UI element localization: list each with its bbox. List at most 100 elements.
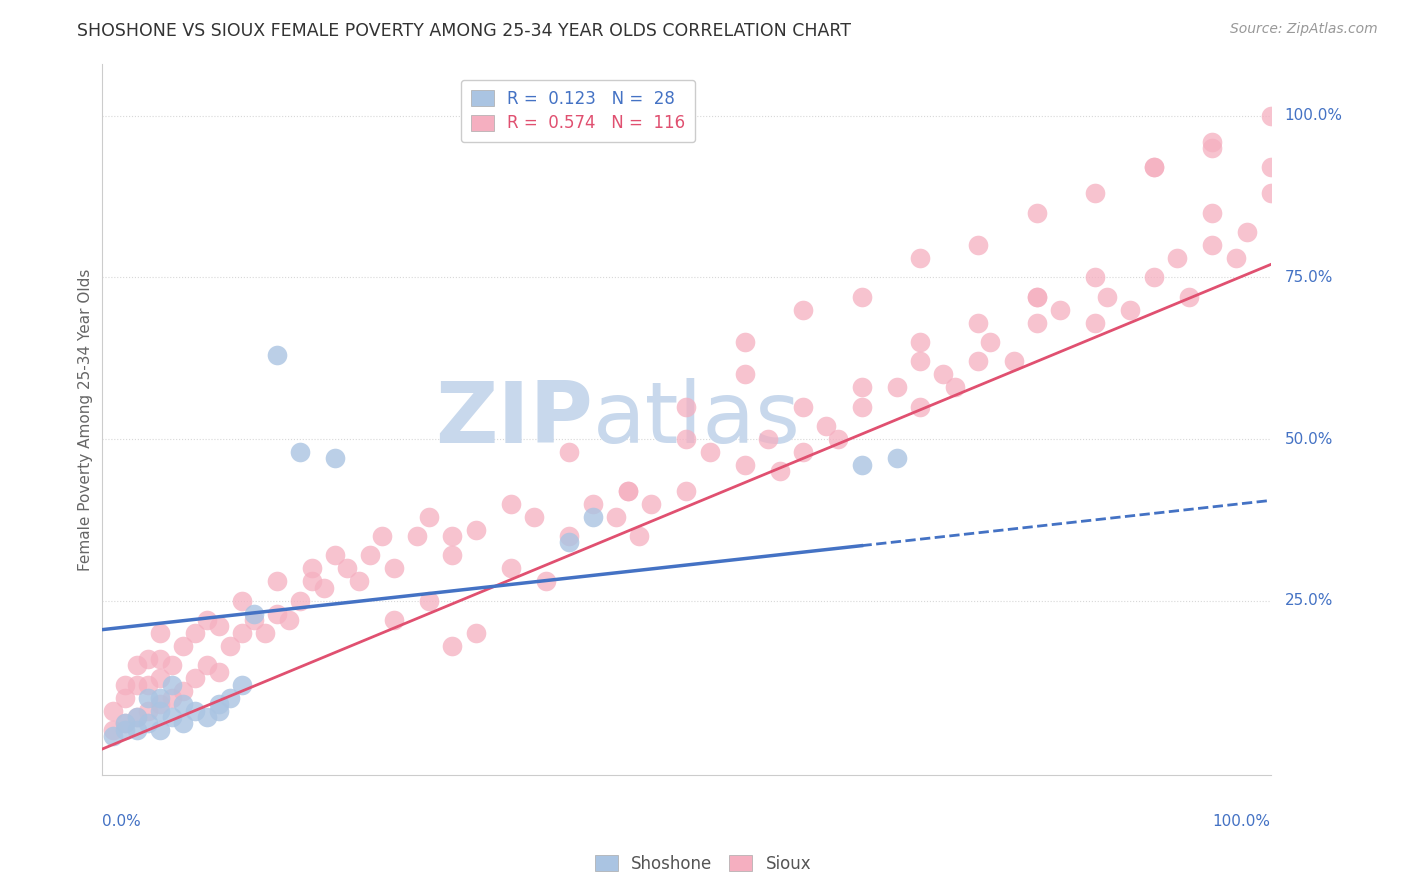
Point — [125, 678, 148, 692]
Point — [149, 697, 172, 711]
Point — [290, 445, 312, 459]
Point — [851, 290, 873, 304]
Point — [138, 704, 160, 718]
Legend: R =  0.123   N =  28, R =  0.574   N =  116: R = 0.123 N = 28, R = 0.574 N = 116 — [461, 79, 696, 142]
Point — [149, 652, 172, 666]
Point — [1025, 290, 1047, 304]
Point — [675, 483, 697, 498]
Text: 100.0%: 100.0% — [1213, 814, 1271, 830]
Point — [675, 400, 697, 414]
Point — [908, 354, 931, 368]
Point — [908, 400, 931, 414]
Point — [1201, 141, 1223, 155]
Point — [1260, 161, 1282, 175]
Text: 50.0%: 50.0% — [1285, 432, 1333, 447]
Point — [441, 529, 464, 543]
Point — [103, 704, 125, 718]
Point — [160, 690, 183, 705]
Point — [1236, 225, 1258, 239]
Point — [886, 380, 908, 394]
Point — [382, 613, 405, 627]
Point — [699, 445, 721, 459]
Point — [149, 723, 172, 737]
Point — [464, 523, 486, 537]
Point — [242, 613, 264, 627]
Point — [1201, 135, 1223, 149]
Point — [616, 483, 638, 498]
Point — [1166, 251, 1188, 265]
Point — [231, 626, 253, 640]
Point — [149, 671, 172, 685]
Text: Source: ZipAtlas.com: Source: ZipAtlas.com — [1230, 22, 1378, 37]
Point — [125, 723, 148, 737]
Point — [1025, 206, 1047, 220]
Point — [734, 458, 756, 472]
Point — [1201, 206, 1223, 220]
Point — [219, 690, 242, 705]
Text: SHOSHONE VS SIOUX FEMALE POVERTY AMONG 25-34 YEAR OLDS CORRELATION CHART: SHOSHONE VS SIOUX FEMALE POVERTY AMONG 2… — [77, 22, 851, 40]
Point — [734, 334, 756, 349]
Point — [266, 607, 288, 621]
Point — [1084, 186, 1107, 201]
Point — [336, 561, 359, 575]
Point — [1201, 238, 1223, 252]
Point — [558, 445, 581, 459]
Point — [1225, 251, 1247, 265]
Point — [558, 529, 581, 543]
Point — [523, 509, 546, 524]
Point — [851, 380, 873, 394]
Point — [1143, 161, 1166, 175]
Point — [534, 574, 557, 589]
Point — [967, 354, 990, 368]
Point — [441, 549, 464, 563]
Point — [827, 432, 849, 446]
Point — [1084, 316, 1107, 330]
Point — [406, 529, 429, 543]
Point — [1049, 302, 1071, 317]
Point — [312, 581, 335, 595]
Point — [114, 716, 136, 731]
Point — [184, 626, 207, 640]
Point — [371, 529, 394, 543]
Point — [266, 574, 288, 589]
Point — [1119, 302, 1142, 317]
Point — [886, 451, 908, 466]
Point — [231, 593, 253, 607]
Point — [184, 671, 207, 685]
Point — [172, 716, 194, 731]
Point — [172, 639, 194, 653]
Point — [499, 561, 522, 575]
Point — [628, 529, 651, 543]
Point — [138, 652, 160, 666]
Point — [499, 497, 522, 511]
Point — [207, 619, 229, 633]
Point — [1143, 161, 1166, 175]
Point — [851, 400, 873, 414]
Point — [675, 432, 697, 446]
Point — [769, 464, 792, 478]
Point — [792, 400, 814, 414]
Point — [347, 574, 370, 589]
Point — [172, 697, 194, 711]
Point — [979, 334, 1001, 349]
Point — [967, 238, 990, 252]
Point — [290, 593, 312, 607]
Point — [266, 348, 288, 362]
Point — [441, 639, 464, 653]
Point — [160, 678, 183, 692]
Point — [125, 710, 148, 724]
Point — [207, 704, 229, 718]
Text: 25.0%: 25.0% — [1285, 593, 1333, 608]
Point — [138, 678, 160, 692]
Point — [103, 723, 125, 737]
Point — [756, 432, 779, 446]
Text: ZIP: ZIP — [434, 378, 593, 461]
Point — [207, 665, 229, 679]
Point — [301, 561, 323, 575]
Point — [582, 509, 605, 524]
Point — [254, 626, 277, 640]
Text: atlas: atlas — [593, 378, 800, 461]
Point — [219, 639, 242, 653]
Point — [1002, 354, 1025, 368]
Point — [195, 710, 218, 724]
